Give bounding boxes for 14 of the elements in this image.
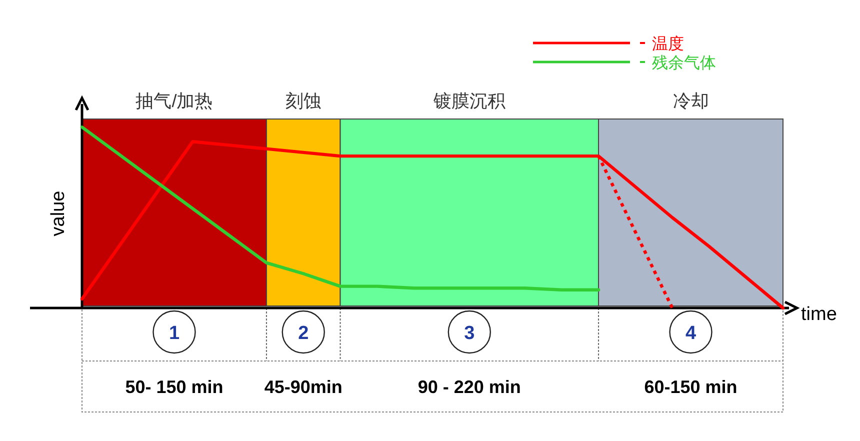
annotation: 90 - 220 min xyxy=(418,377,521,397)
annotation: 4 xyxy=(685,323,696,344)
annotation: 3 xyxy=(464,323,475,344)
xlabel: time xyxy=(801,304,837,325)
annotation: 45-90min xyxy=(264,377,342,397)
annotation: 冷却 xyxy=(672,91,709,111)
annotation: 抽气/加热 xyxy=(136,91,213,111)
annotation: 50- 150 min xyxy=(125,377,224,397)
ylabel: value xyxy=(48,190,69,236)
annotation: 镀膜沉积 xyxy=(433,91,506,111)
annotation: 60-150 min xyxy=(644,377,738,397)
annotation: 刻蚀 xyxy=(285,91,322,111)
annotation: 2 xyxy=(298,323,309,344)
annotation: 1 xyxy=(168,323,180,344)
